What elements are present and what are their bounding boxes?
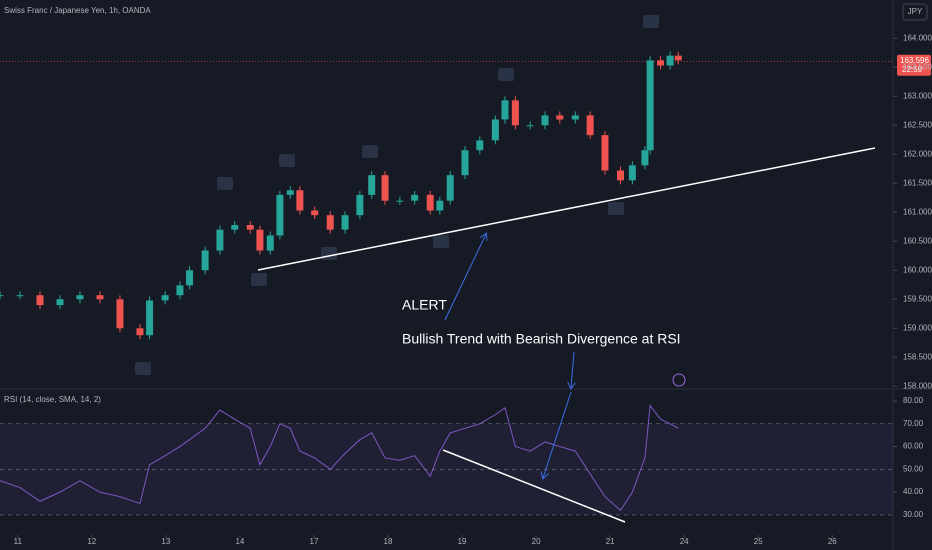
x-tick-label: 21 bbox=[606, 537, 615, 546]
swing-label-box bbox=[433, 235, 449, 248]
swing-label-box bbox=[362, 145, 378, 158]
rsi-tick-label: 80.00 bbox=[903, 396, 924, 405]
y-tick-label: 160.500 bbox=[903, 236, 932, 245]
swing-label-box bbox=[643, 15, 659, 28]
x-tick-label: 14 bbox=[235, 537, 244, 546]
x-tick-label: 12 bbox=[87, 537, 96, 546]
x-tick-label: 19 bbox=[458, 537, 467, 546]
y-tick-label: 163.000 bbox=[903, 91, 932, 100]
y-tick-label: 158.500 bbox=[903, 352, 932, 361]
last-price: 163.596 bbox=[900, 56, 929, 65]
swing-label-box bbox=[135, 362, 151, 375]
swing-label-box bbox=[217, 177, 233, 190]
y-tick-label: 159.500 bbox=[903, 294, 932, 303]
y-tick-label: 159.000 bbox=[903, 323, 932, 332]
y-tick-label: 164.000 bbox=[903, 33, 932, 42]
y-tick-label: 162.500 bbox=[903, 120, 932, 129]
candle bbox=[0, 295, 4, 297]
trend-line bbox=[257, 147, 876, 271]
x-tick-label: 25 bbox=[754, 537, 763, 546]
rsi-tick-label: 50.00 bbox=[903, 464, 924, 473]
swing-label-box bbox=[321, 247, 337, 260]
swing-label-box bbox=[498, 68, 514, 81]
rsi-tick-label: 60.00 bbox=[903, 442, 924, 451]
rsi-line bbox=[0, 404, 679, 512]
y-tick-label: 162.000 bbox=[903, 149, 932, 158]
arrow bbox=[543, 391, 572, 478]
y-tick-label: 161.500 bbox=[903, 178, 932, 187]
symbol-title: Swiss Franc / Japanese Yen, 1h, OANDA bbox=[4, 6, 151, 15]
rsi-band bbox=[0, 423, 893, 515]
rsi-trend-line bbox=[442, 449, 626, 523]
x-tick-label: 18 bbox=[384, 537, 393, 546]
x-tick-label: 24 bbox=[680, 537, 689, 546]
rsi-tick-label: 40.00 bbox=[903, 487, 924, 496]
y-tick-label: 160.000 bbox=[903, 265, 932, 274]
alert: ALERT bbox=[402, 297, 447, 313]
currency-button[interactable] bbox=[902, 3, 928, 21]
x-tick-label: 11 bbox=[14, 537, 23, 546]
swing-label-box bbox=[608, 202, 624, 215]
x-tick-label: 20 bbox=[532, 537, 541, 546]
last-price-box bbox=[897, 54, 931, 76]
rsi-tick-label: 70.00 bbox=[903, 419, 924, 428]
arrow bbox=[444, 234, 486, 321]
y-tick-label: 158.000 bbox=[903, 381, 932, 390]
arrow bbox=[571, 351, 574, 388]
swing-label-box bbox=[251, 273, 267, 286]
rsi-title: RSI (14, close, SMA, 14, 2) bbox=[4, 395, 101, 404]
x-tick-label: 26 bbox=[828, 537, 837, 546]
x-tick-label: 13 bbox=[161, 537, 170, 546]
currency[interactable]: JPY bbox=[908, 7, 923, 16]
alert-text: Bullish Trend with Bearish Divergence at… bbox=[402, 331, 681, 347]
y-tick-label: 163.500 bbox=[903, 62, 932, 71]
rsi-tick-label: 30.00 bbox=[903, 510, 924, 519]
countdown: 22:59 bbox=[902, 65, 923, 74]
alert-icon[interactable] bbox=[672, 373, 686, 387]
y-tick-label: 161.000 bbox=[903, 207, 932, 216]
x-tick-label: 17 bbox=[310, 537, 319, 546]
swing-label-box bbox=[279, 154, 295, 167]
